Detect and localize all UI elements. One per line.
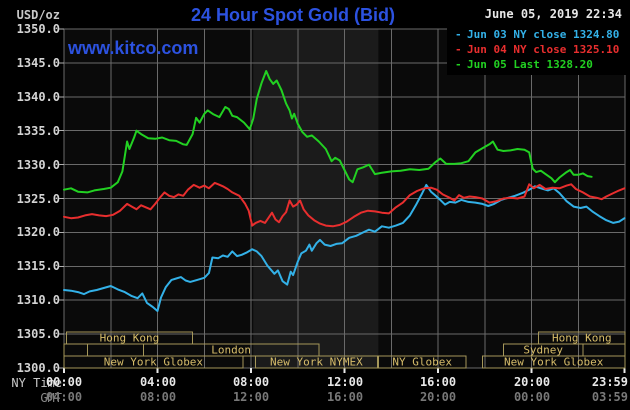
legend-row-2: - Jun 05 Last 1328.20 xyxy=(447,57,628,72)
y-axis-tick-label: 1340.0 xyxy=(16,90,60,104)
y-axis-tick-label: 1330.0 xyxy=(16,158,60,172)
session-label: New York Globex xyxy=(504,356,604,369)
x-axis-tick-label-ny-time: 16:00 xyxy=(419,375,457,389)
x-axis-tick-label-gmt: 12:00 xyxy=(232,390,270,404)
y-axis-tick-label: 1350.0 xyxy=(16,22,60,36)
session-box xyxy=(255,355,378,369)
y-axis-tick-label: 1300.0 xyxy=(16,361,60,375)
session-label: Hong Kong xyxy=(552,332,612,345)
legend-label: Jun 03 NY close 1324.80 xyxy=(467,28,620,41)
series-line-2-jun-05-last xyxy=(63,70,593,194)
legend-row-0: - Jun 03 NY close 1324.80 xyxy=(447,27,628,42)
x-axis-tick-label-ny-time: 23:59 xyxy=(591,375,628,389)
series-line-1-jun-04-ny-close xyxy=(63,181,626,228)
x-axis-tick-label-gmt: 08:00 xyxy=(139,390,177,404)
chart-datetime: June 05, 2019 22:34 xyxy=(484,7,622,21)
x-axis-tick-label-gmt: 03:59 xyxy=(591,390,628,404)
y-axis-unit-label: USD/oz xyxy=(16,8,60,22)
x-axis-tick-label-ny-time: 08:00 xyxy=(232,375,270,389)
session-label: London xyxy=(211,344,251,357)
kitco-watermark-link[interactable]: www.kitco.com xyxy=(68,38,199,58)
legend-row-1: - Jun 04 NY close 1325.10 xyxy=(447,42,628,57)
x-axis-tick-label-gmt: 20:00 xyxy=(419,390,457,404)
y-axis-tick-label: 1345.0 xyxy=(16,56,60,70)
y-axis-tick-label: 1305.0 xyxy=(16,327,60,341)
y-axis-tick-label: 1325.0 xyxy=(16,192,60,206)
x-axis-tick-label-ny-time: 12:00 xyxy=(326,375,364,389)
session-box xyxy=(63,355,244,369)
page-title: 24 Hour Spot Gold (Bid) xyxy=(191,5,395,25)
x-axis-tick-label-gmt: 04:00 xyxy=(45,390,83,404)
legend: - Jun 03 NY close 1324.80- Jun 04 NY close… xyxy=(447,27,628,75)
legend-dash-marker-icon: - xyxy=(455,28,462,41)
session-box xyxy=(481,355,626,369)
session-label: New York NYMEX xyxy=(270,356,363,369)
x-axis-secondary-label: GMT xyxy=(40,391,62,405)
session-label: New York Globex xyxy=(104,356,204,369)
legend-dash-marker-icon: - xyxy=(455,43,462,56)
y-axis-tick-label: 1320.0 xyxy=(16,225,60,239)
series-line-0-jun-03-ny-close xyxy=(63,183,626,312)
axis-ticks xyxy=(59,28,626,373)
session-label: Hong Kong xyxy=(100,332,160,345)
session-label: NY Globex xyxy=(392,356,452,369)
y-axis-tick-label: 1310.0 xyxy=(16,293,60,307)
y-axis-tick-label: 1335.0 xyxy=(16,124,60,138)
x-axis-tick-label-gmt: 16:00 xyxy=(326,390,364,404)
legend-label: Jun 04 NY close 1325.10 xyxy=(467,43,620,56)
x-axis-tick-label-gmt: 00:00 xyxy=(513,390,551,404)
x-axis-tick-label-ny-time: 20:00 xyxy=(513,375,551,389)
legend-label: Jun 05 Last 1328.20 xyxy=(467,58,593,71)
x-axis-tick-label-ny-time: 04:00 xyxy=(139,375,177,389)
session-label: Sydney xyxy=(523,344,563,357)
x-axis-tick-label-ny-time: 00:00 xyxy=(45,375,83,389)
legend-dash-marker-icon: - xyxy=(455,58,462,71)
session-box xyxy=(377,355,467,369)
x-axis-primary-label: NY Time xyxy=(11,376,62,390)
y-axis-tick-label: 1315.0 xyxy=(16,259,60,273)
